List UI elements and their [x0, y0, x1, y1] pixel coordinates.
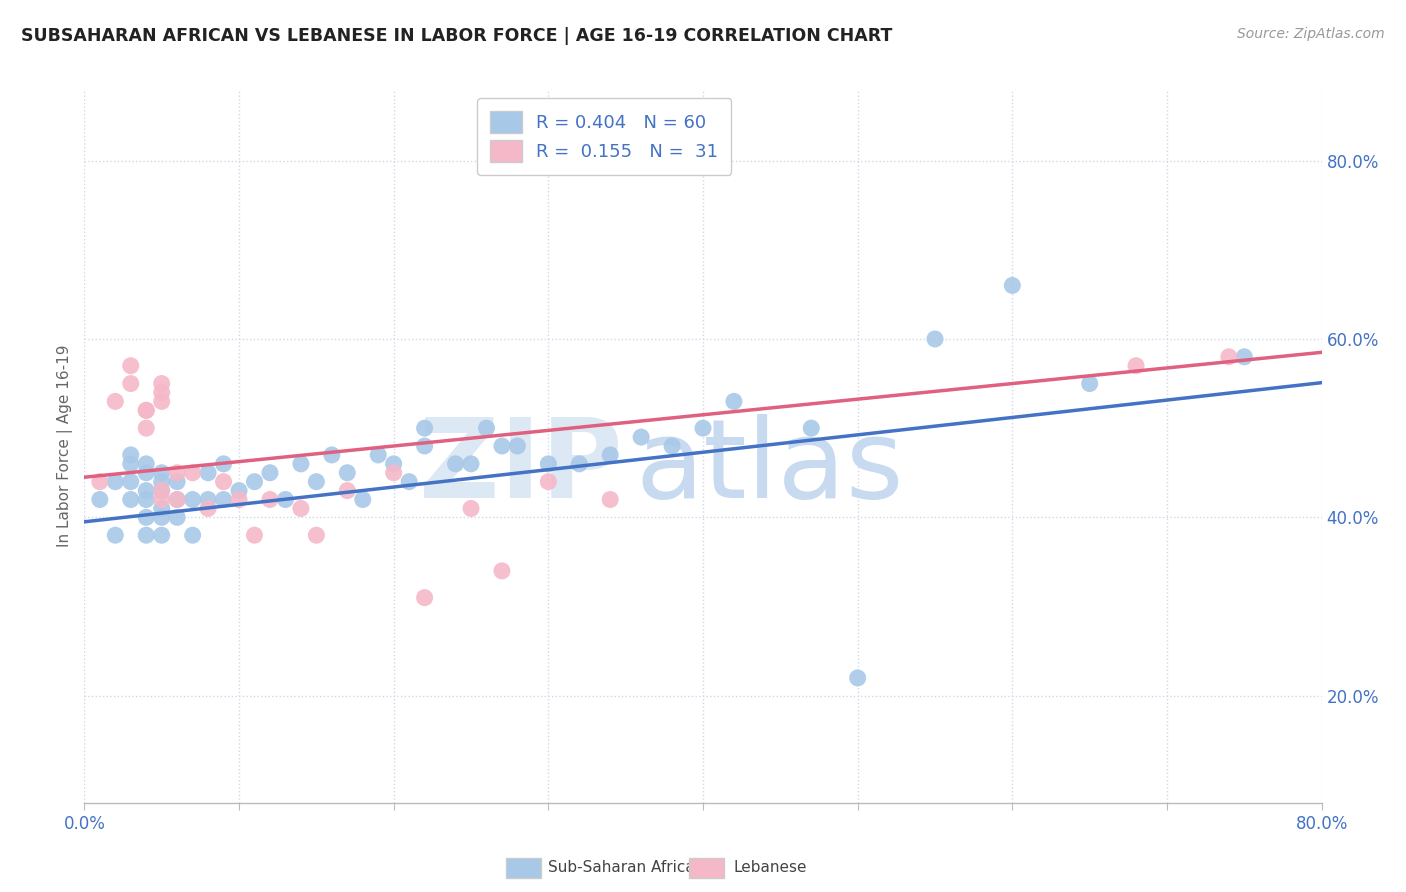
Point	[120, 359, 142, 373]
Point	[506, 439, 529, 453]
Point	[212, 457, 235, 471]
Point	[413, 439, 436, 453]
Point	[491, 439, 513, 453]
Point	[305, 528, 328, 542]
Point	[166, 492, 188, 507]
Point	[413, 421, 436, 435]
Point	[135, 457, 157, 471]
Point	[150, 510, 173, 524]
Point	[290, 457, 312, 471]
Point	[305, 475, 328, 489]
Point	[135, 510, 157, 524]
Text: atlas: atlas	[636, 414, 904, 521]
Point	[135, 483, 157, 498]
Point	[568, 457, 591, 471]
Point	[120, 457, 142, 471]
Point	[460, 501, 482, 516]
Point	[150, 394, 173, 409]
Point	[135, 492, 157, 507]
Point	[800, 421, 823, 435]
Point	[336, 466, 359, 480]
Point	[120, 492, 142, 507]
Point	[259, 466, 281, 480]
Point	[150, 492, 173, 507]
Legend: R = 0.404   N = 60, R =  0.155   N =  31: R = 0.404 N = 60, R = 0.155 N = 31	[477, 98, 731, 175]
Point	[491, 564, 513, 578]
Point	[398, 475, 420, 489]
Point	[212, 492, 235, 507]
Point	[382, 466, 405, 480]
Point	[475, 421, 498, 435]
Point	[150, 466, 173, 480]
Point	[367, 448, 389, 462]
Point	[460, 457, 482, 471]
Point	[259, 492, 281, 507]
Point	[924, 332, 946, 346]
Text: SUBSAHARAN AFRICAN VS LEBANESE IN LABOR FORCE | AGE 16-19 CORRELATION CHART: SUBSAHARAN AFRICAN VS LEBANESE IN LABOR …	[21, 27, 893, 45]
Point	[135, 466, 157, 480]
Point	[228, 492, 250, 507]
Point	[104, 528, 127, 542]
Point	[181, 466, 204, 480]
Point	[197, 466, 219, 480]
Point	[166, 510, 188, 524]
Point	[243, 475, 266, 489]
Point	[537, 457, 560, 471]
Point	[166, 466, 188, 480]
Point	[150, 385, 173, 400]
Point	[104, 475, 127, 489]
Point	[120, 376, 142, 391]
Text: Sub-Saharan Africans: Sub-Saharan Africans	[548, 860, 713, 874]
Point	[135, 403, 157, 417]
Point	[243, 528, 266, 542]
Point	[352, 492, 374, 507]
Point	[181, 492, 204, 507]
Point	[846, 671, 869, 685]
Point	[336, 483, 359, 498]
Point	[197, 492, 219, 507]
Text: ZIP: ZIP	[419, 414, 623, 521]
Point	[1125, 359, 1147, 373]
Text: Source: ZipAtlas.com: Source: ZipAtlas.com	[1237, 27, 1385, 41]
Point	[1233, 350, 1256, 364]
Point	[599, 448, 621, 462]
Point	[274, 492, 297, 507]
Point	[212, 475, 235, 489]
Point	[89, 492, 111, 507]
Point	[1001, 278, 1024, 293]
Point	[89, 475, 111, 489]
Point	[1218, 350, 1240, 364]
Point	[723, 394, 745, 409]
Point	[150, 475, 173, 489]
Point	[166, 492, 188, 507]
Point	[321, 448, 343, 462]
Point	[150, 483, 173, 498]
Text: Lebanese: Lebanese	[734, 860, 807, 874]
Point	[150, 501, 173, 516]
Point	[661, 439, 683, 453]
Point	[150, 483, 173, 498]
Point	[630, 430, 652, 444]
Point	[181, 528, 204, 542]
Point	[290, 501, 312, 516]
Point	[135, 528, 157, 542]
Point	[166, 475, 188, 489]
Point	[135, 421, 157, 435]
Point	[413, 591, 436, 605]
Point	[228, 483, 250, 498]
Point	[120, 448, 142, 462]
Point	[150, 528, 173, 542]
Point	[135, 403, 157, 417]
Point	[599, 492, 621, 507]
Point	[1078, 376, 1101, 391]
Point	[120, 475, 142, 489]
Point	[104, 394, 127, 409]
Point	[537, 475, 560, 489]
Point	[150, 376, 173, 391]
Point	[197, 501, 219, 516]
Point	[444, 457, 467, 471]
Point	[382, 457, 405, 471]
Point	[692, 421, 714, 435]
Y-axis label: In Labor Force | Age 16-19: In Labor Force | Age 16-19	[58, 344, 73, 548]
